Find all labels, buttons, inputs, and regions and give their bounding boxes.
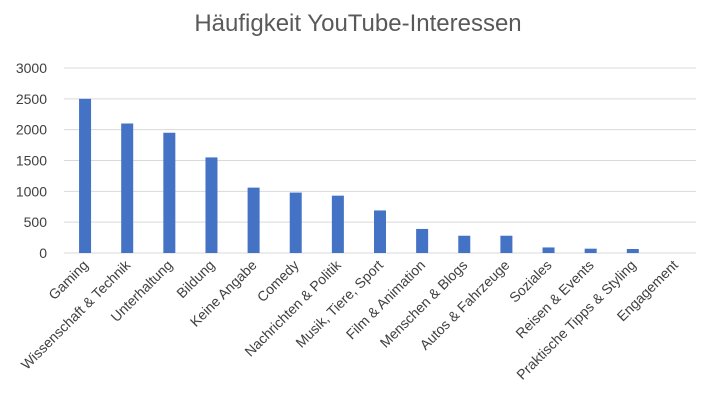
- bar: [205, 157, 218, 253]
- chart-title: Häufigkeit YouTube-Interessen: [194, 10, 522, 37]
- bar: [121, 123, 134, 253]
- bar: [374, 210, 386, 253]
- bar: [626, 248, 639, 253]
- bar: [289, 192, 302, 253]
- y-tick-label: 500: [24, 214, 48, 230]
- bar: [416, 228, 429, 253]
- y-tick-label: 0: [39, 245, 47, 261]
- y-tick-label: 3000: [16, 60, 47, 76]
- bar: [331, 195, 344, 253]
- bar: [584, 248, 597, 253]
- bar: [79, 98, 92, 253]
- bar: [458, 235, 471, 253]
- y-tick-label: 1500: [16, 153, 47, 169]
- y-tick-label: 1000: [16, 183, 47, 199]
- bar: [163, 132, 176, 253]
- y-tick-label: 2500: [16, 91, 47, 107]
- bar: [542, 247, 555, 253]
- bar: [247, 187, 260, 253]
- bar: [500, 235, 513, 253]
- y-tick-label: 2000: [16, 122, 47, 138]
